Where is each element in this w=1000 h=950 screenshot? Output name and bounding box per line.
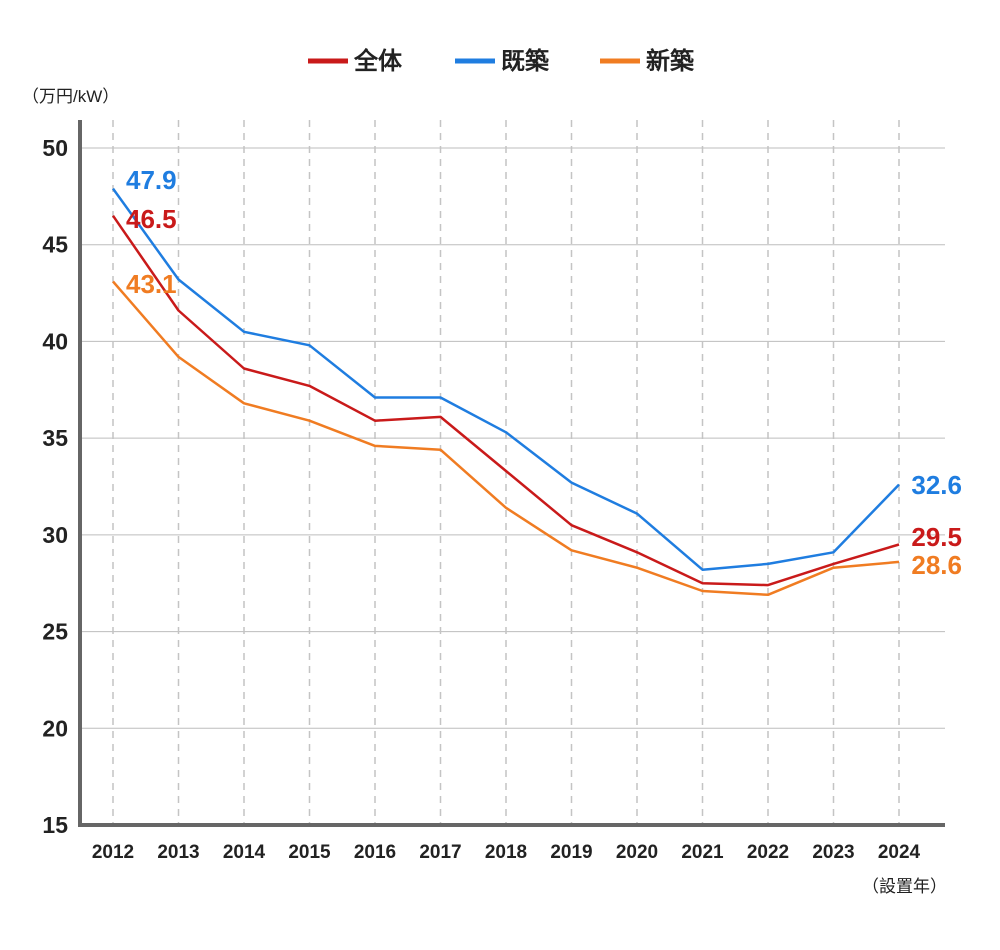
x-tick-label: 2013: [157, 842, 199, 863]
y-tick-label: 35: [42, 425, 68, 451]
y-tick-label: 15: [42, 812, 68, 838]
legend-label-existing: 既築: [501, 47, 550, 75]
data-label-existing: 32.6: [911, 470, 962, 500]
legend-label-total: 全体: [353, 47, 403, 75]
y-tick-label: 45: [42, 232, 68, 258]
x-tick-label: 2014: [223, 842, 266, 863]
y-tick-label: 50: [42, 135, 68, 161]
data-label-total: 46.5: [126, 204, 177, 234]
tick-labels: 15 20 25 30 35 40 45 50 2012 2013 2014 2015 2016 2017…: [42, 135, 920, 863]
y-tick-label: 25: [42, 619, 68, 645]
x-tick-label: 2017: [419, 842, 461, 863]
x-tick-label: 2023: [812, 842, 854, 863]
y-tick-label: 30: [42, 522, 68, 548]
data-label-existing: 47.9: [126, 165, 177, 195]
data-label-new: 28.6: [911, 550, 962, 580]
data-labels: 46.5 29.5 47.9 32.6 43.1 28.6: [126, 165, 962, 580]
y-axis-unit-label: （万円/kW）: [22, 87, 119, 106]
series-line-total: [111, 214, 900, 587]
x-tick-label: 2020: [616, 842, 658, 863]
x-tick-label: 2012: [92, 842, 134, 863]
x-tick-label: 2022: [747, 842, 789, 863]
legend-label-new: 新築: [646, 47, 695, 75]
x-tick-label: 2015: [288, 842, 331, 863]
data-label-new: 43.1: [126, 269, 177, 299]
data-label-total: 29.5: [911, 522, 962, 552]
x-axis-unit-label: （設置年）: [862, 877, 947, 896]
x-tick-label: 2024: [878, 842, 921, 863]
legend: 全体 既築 新築: [308, 47, 695, 75]
y-tick-label: 20: [42, 715, 68, 741]
series-line-new: [112, 280, 900, 597]
series-line-existing: [111, 187, 900, 571]
x-tick-label: 2019: [550, 842, 592, 863]
axes: [78, 120, 945, 827]
series-lines: [111, 187, 900, 597]
x-tick-label: 2018: [485, 842, 527, 863]
x-tick-label: 2016: [354, 842, 396, 863]
x-tick-label: 2021: [681, 842, 724, 863]
grid-lines: [80, 120, 945, 825]
y-tick-label: 40: [42, 328, 68, 354]
